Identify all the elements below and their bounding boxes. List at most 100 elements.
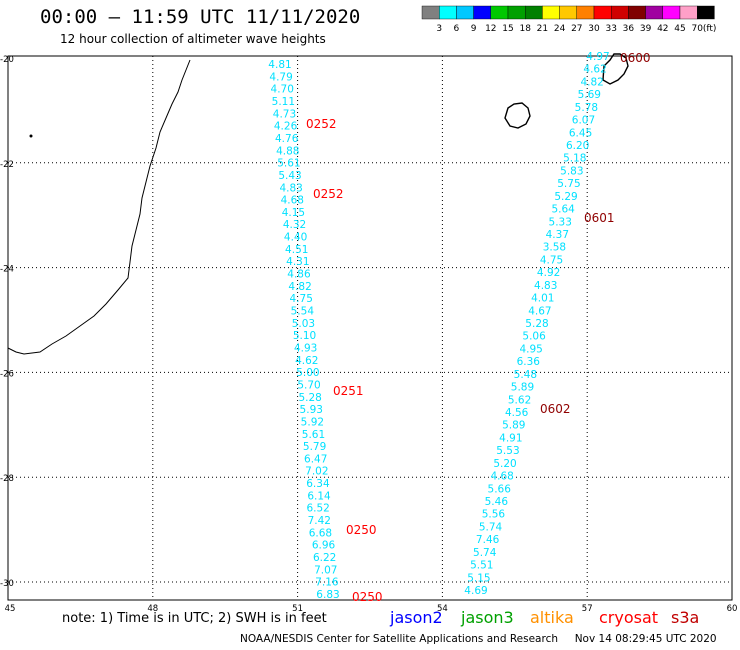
axis-labels: 45 48 51 54 57 60 -20 -22 -24 -26 -28 -30 [0,55,737,614]
legend-jason3: jason3 [461,608,514,627]
swh-value-left: 4.31 [286,256,309,268]
pass-time-label: 0252 [313,187,344,201]
swh-value-right: 3.58 [543,242,566,254]
map-frame [7,55,733,601]
swh-value-right: 6.07 [572,115,595,127]
swh-value-left: 5.03 [292,318,315,330]
swh-value-right: 5.06 [522,331,546,343]
swh-value-right: 4.97 [586,51,609,63]
note-text: note: 1) Time is in UTC; 2) SWH is in fe… [62,611,327,626]
swh-value-left: 6.52 [306,503,329,515]
swh-value-left: 4.70 [271,84,294,96]
swh-value-right: 4.69 [464,585,487,597]
y-tick-label: -24 [0,265,14,275]
legend-label: 6 [454,24,460,34]
swh-value-left: 4.62 [295,355,318,367]
swh-value-left: 4.81 [268,59,291,71]
swh-value-left: 6.96 [312,540,336,552]
legend-label: 36 [623,24,635,34]
swh-value-left: 4.76 [275,133,299,145]
swh-value-left: 5.11 [272,96,295,108]
swh-value-right: 5.46 [485,496,509,508]
y-tick-label: -20 [0,55,14,65]
legend-label: 39 [640,24,652,34]
swh-value-left: 4.82 [288,281,311,293]
swh-value-right: 5.18 [563,153,586,165]
credit-footer: NOAA/NESDIS Center for Satellite Applica… [240,633,717,645]
legend-label: 45 [674,24,685,34]
swh-value-left: 4.75 [290,293,313,305]
swh-value-left: 6.14 [307,490,331,502]
swh-value-right: 5.64 [551,204,575,216]
swh-value-right: 4.91 [499,432,522,444]
swh-value-right: 5.48 [514,369,537,381]
swh-value-right: 4.75 [540,254,563,266]
x-tick-label: 48 [147,604,158,614]
swh-value-right: 4.68 [490,471,513,483]
swh-value-right: 4.62 [583,64,606,76]
swh-value-right: 5.15 [467,572,490,584]
swh-value-right: 5.53 [496,445,519,457]
swh-value-left: 4.73 [273,108,296,120]
x-tick-label: 60 [727,604,738,614]
swh-value-right: 6.36 [517,356,541,368]
map-title: 00:00 – 11:59 UTC 11/11/2020 [40,6,361,28]
swh-value-right: 5.56 [482,509,506,521]
swh-value-left: 7.02 [305,466,328,478]
x-tick-label: 54 [437,604,448,614]
swh-value-left: 5.92 [301,416,324,428]
legend-label: 42 [657,24,668,34]
legend-label: 12 [485,24,496,34]
swh-value-left: 5.61 [302,429,325,441]
mauritius-island [504,102,531,129]
swh-value-right: 5.33 [549,216,572,228]
swh-value-left: 6.22 [313,552,336,564]
swh-value-right: 4.67 [528,305,551,317]
swh-value-left: 5.61 [277,158,300,170]
swh-value-left: 4.83 [279,182,302,194]
swh-value-right: 6.45 [569,127,592,139]
swh-value-left: 4.32 [283,219,306,231]
swh-value-left: 7.42 [308,515,331,527]
swh-value-left: 6.34 [306,478,330,490]
swh-value-right: 5.89 [511,382,534,394]
swh-value-right: 4.92 [537,267,560,279]
legend-unit: (ft) [703,24,717,34]
pass-time-label: 0601 [584,211,615,225]
swh-value-right: 5.29 [554,191,577,203]
swh-value-left: 5.70 [297,379,320,391]
legend-label: 15 [502,24,513,34]
legend-label: 18 [519,24,531,34]
swh-value-right: 5.75 [557,178,580,190]
swh-value-left: 4.79 [269,71,292,83]
swh-value-right: 4.37 [546,229,569,241]
legend-label: 33 [605,24,616,34]
legend-swatch [697,5,715,20]
legend-label: 70 [691,24,703,34]
pass-time-label: 0252 [306,117,337,131]
legend-label: 21 [537,24,548,34]
altimeter-tracks: 4.814.794.705.114.734.264.764.885.615.43… [268,51,650,604]
madagascar-coastline [7,59,191,355]
swh-value-left: 5.79 [303,441,326,453]
swh-value-left: 4.86 [287,269,311,281]
swh-value-left: 5.28 [298,392,321,404]
y-tick-label: -28 [0,474,14,484]
swh-value-left: 5.54 [291,306,315,318]
swh-value-right: 5.74 [479,521,503,533]
swh-value-left: 4.88 [276,145,299,157]
swh-value-right: 5.78 [575,102,598,114]
swh-value-right: 5.20 [493,458,516,470]
pass-time-label: 0250 [346,523,377,537]
swh-value-left: 6.47 [304,453,327,465]
swh-value-left: 4.51 [285,244,308,256]
x-tick-label: 57 [582,604,593,614]
swh-value-right: 5.62 [508,394,531,406]
color-legend: 3 6 9 12 15 18 21 24 27 30 33 36 39 42 45 70 (ft) [421,5,717,34]
swh-value-left: 7.16 [315,577,339,589]
x-tick-label: 51 [292,604,303,614]
swh-value-left: 5.43 [278,170,301,182]
y-tick-label: -30 [0,579,14,589]
legend-label: 27 [571,24,582,34]
swh-value-left: 6.83 [316,589,339,601]
